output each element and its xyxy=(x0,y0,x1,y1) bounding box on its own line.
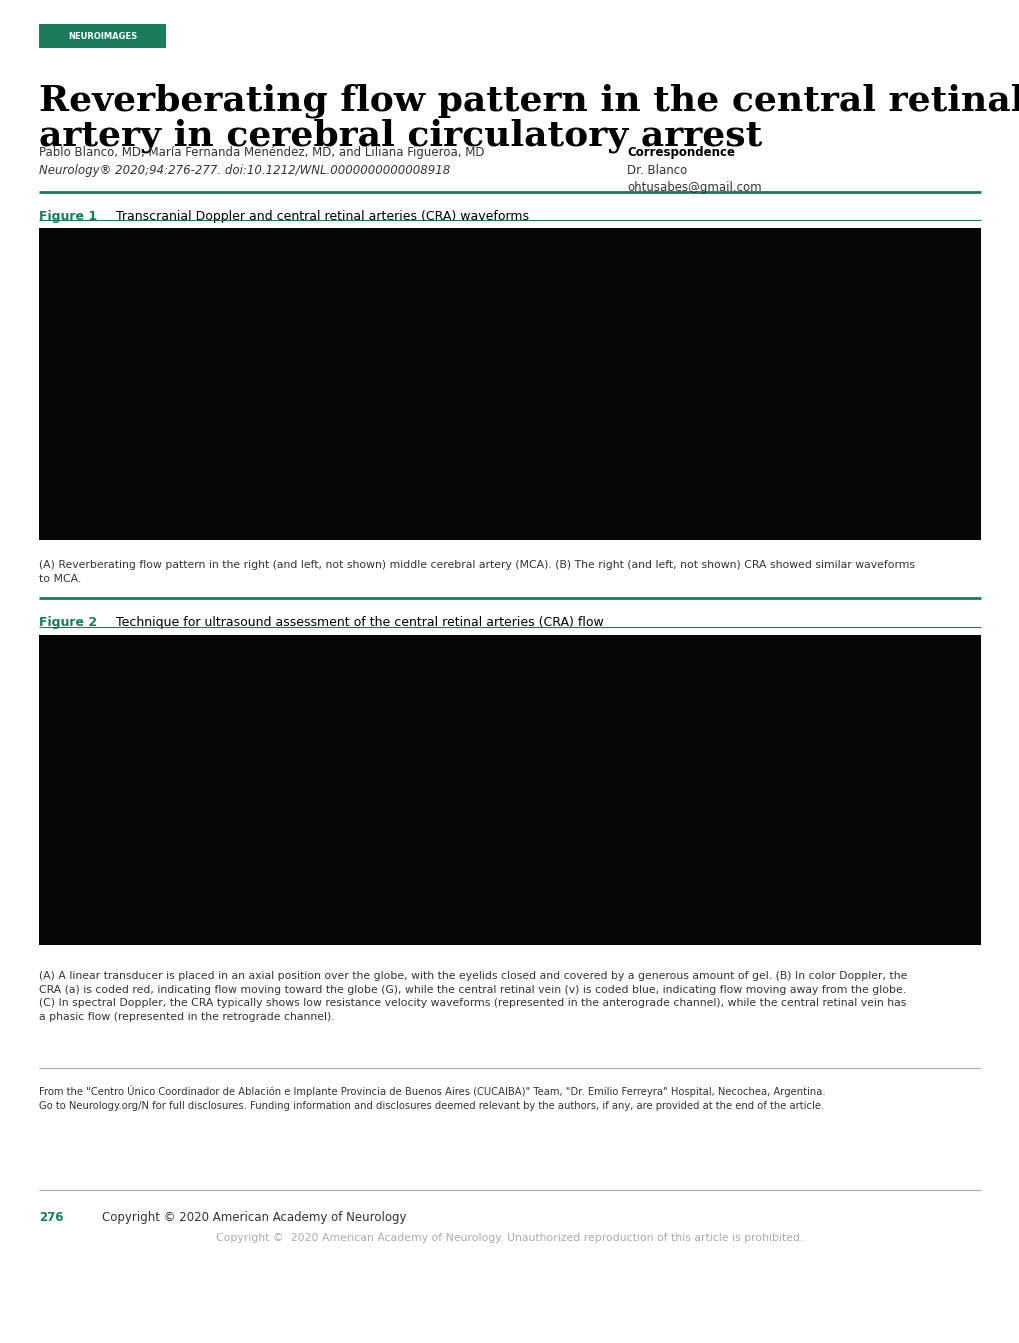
Text: ohtusabes@gmail.com: ohtusabes@gmail.com xyxy=(627,181,761,195)
Text: artery in cerebral circulatory arrest: artery in cerebral circulatory arrest xyxy=(39,118,761,153)
Text: From the "Centro Único Coordinador de Ablación e Implante Provincia de Buenos Ai: From the "Centro Único Coordinador de Ab… xyxy=(39,1085,824,1097)
Text: Correspondence: Correspondence xyxy=(627,146,735,160)
Text: Figure 2: Figure 2 xyxy=(39,616,97,630)
FancyBboxPatch shape xyxy=(39,228,980,540)
Text: 276: 276 xyxy=(39,1211,63,1225)
Text: NEUROIMAGES: NEUROIMAGES xyxy=(68,32,137,40)
FancyBboxPatch shape xyxy=(39,635,980,945)
Text: (A) A linear transducer is placed in an axial position over the globe, with the : (A) A linear transducer is placed in an … xyxy=(39,971,906,1022)
Text: Figure 1: Figure 1 xyxy=(39,210,97,223)
Text: Reverberating flow pattern in the central retinal: Reverberating flow pattern in the centra… xyxy=(39,83,1019,118)
Text: Pablo Blanco, MD, María Fernanda Menéndez, MD, and Liliana Figueroa, MD: Pablo Blanco, MD, María Fernanda Menénde… xyxy=(39,146,484,160)
Text: Transcranial Doppler and central retinal arteries (CRA) waveforms: Transcranial Doppler and central retinal… xyxy=(112,210,529,223)
Text: Dr. Blanco: Dr. Blanco xyxy=(627,164,687,177)
Text: Go to Neurology.org/N for full disclosures. Funding information and disclosures : Go to Neurology.org/N for full disclosur… xyxy=(39,1101,823,1111)
FancyBboxPatch shape xyxy=(39,24,166,48)
Text: Neurology® 2020;94:276-277. doi:10.1212/WNL.0000000000008918: Neurology® 2020;94:276-277. doi:10.1212/… xyxy=(39,164,449,177)
Text: Copyright © 2020 American Academy of Neurology: Copyright © 2020 American Academy of Neu… xyxy=(102,1211,407,1225)
Text: Technique for ultrasound assessment of the central retinal arteries (CRA) flow: Technique for ultrasound assessment of t… xyxy=(112,616,603,630)
Text: (A) Reverberating flow pattern in the right (and left, not shown) middle cerebra: (A) Reverberating flow pattern in the ri… xyxy=(39,560,914,584)
Text: Copyright ©  2020 American Academy of Neurology. Unauthorized reproduction of th: Copyright © 2020 American Academy of Neu… xyxy=(216,1233,803,1242)
